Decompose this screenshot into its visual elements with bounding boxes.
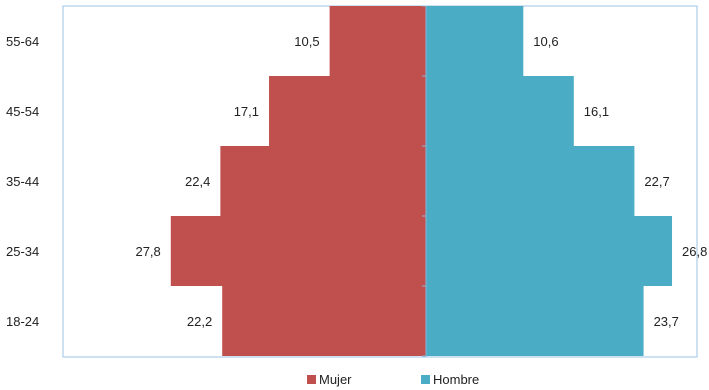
data-label-hombre: 16,1 <box>584 104 609 119</box>
data-label-hombre: 26,8 <box>682 244 707 259</box>
y-tick-label: 18-24 <box>6 314 39 329</box>
bar-hombre-35-44 <box>426 146 635 216</box>
legend-swatch-hombre <box>421 375 430 384</box>
data-label-hombre: 10,6 <box>533 34 558 49</box>
bar-mujer-55-64 <box>329 6 426 76</box>
legend-swatch-mujer <box>307 375 316 384</box>
bar-mujer-35-44 <box>220 146 426 216</box>
data-label-mujer: 22,2 <box>187 314 212 329</box>
y-tick-label: 35-44 <box>6 174 39 189</box>
data-label-mujer: 27,8 <box>135 244 160 259</box>
axis-layer <box>422 5 427 357</box>
y-tick-label: 55-64 <box>6 34 39 49</box>
data-label-mujer: 10,5 <box>294 34 319 49</box>
bar-mujer-45-54 <box>269 76 426 146</box>
bar-hombre-25-34 <box>426 216 673 286</box>
bar-hombre-45-54 <box>426 76 574 146</box>
y-tick-label: 45-54 <box>6 104 39 119</box>
data-label-hombre: 23,7 <box>654 314 679 329</box>
legend: Mujer Hombre <box>307 372 479 387</box>
bar-hombre-55-64 <box>426 6 524 76</box>
labels-layer: 18-24 22,2 23,7 25-34 27,8 26,8 35-44 22,4 22,7 4… <box>6 34 707 329</box>
legend-label-hombre: Hombre <box>433 372 479 387</box>
legend-label-mujer: Mujer <box>319 372 352 387</box>
data-label-hombre: 22,7 <box>644 174 669 189</box>
bar-mujer-25-34 <box>170 216 426 286</box>
data-label-mujer: 17,1 <box>234 104 259 119</box>
bar-hombre-18-24 <box>426 286 644 356</box>
y-tick-label: 25-34 <box>6 244 39 259</box>
bars-layer <box>170 6 673 356</box>
data-label-mujer: 22,4 <box>185 174 210 189</box>
bar-mujer-18-24 <box>222 286 426 356</box>
